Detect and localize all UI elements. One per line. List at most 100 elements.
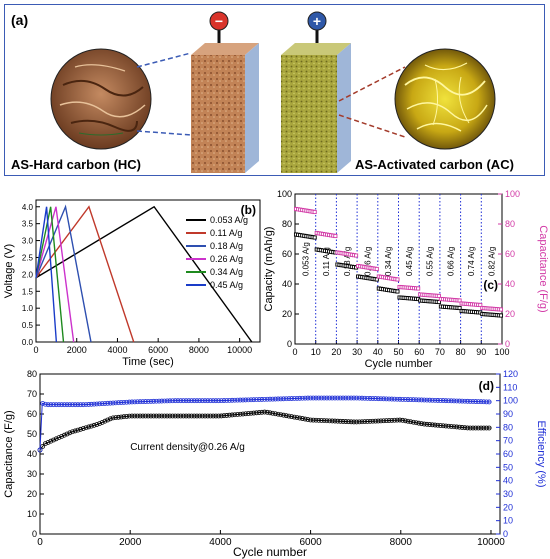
panel-label: (b) (241, 203, 256, 217)
data-point (232, 412, 238, 418)
rate-label: 0.45 A/g (405, 247, 414, 276)
data-point (178, 398, 184, 404)
x-axis-label: Time (sec) (122, 356, 174, 368)
data-point (80, 426, 86, 431)
data-point (248, 410, 254, 416)
data-point (213, 413, 219, 419)
y-tick-label: 60 (282, 249, 292, 259)
data-point (397, 417, 403, 423)
data-point (438, 423, 443, 428)
data-point (83, 402, 89, 408)
data-point (237, 411, 243, 417)
activated-carbon-caption: AS-Activated carbon (AC) (355, 157, 514, 172)
data-point (436, 299, 441, 305)
data-point (102, 401, 108, 406)
y-tick-label: 0.5 (22, 321, 34, 330)
data-point (91, 422, 97, 428)
data-point (254, 397, 259, 403)
panel-label: (d) (479, 379, 494, 393)
y2-tick-label: 60 (505, 249, 515, 259)
data-point (316, 417, 322, 423)
data-point (56, 402, 62, 408)
data-point (478, 302, 483, 308)
y-tick-label: 4.0 (22, 203, 34, 212)
data-point (436, 293, 441, 299)
data-point (105, 400, 111, 406)
data-point (451, 398, 457, 404)
data-point (91, 401, 97, 407)
positive-terminal-icon (307, 11, 327, 31)
rate-label: 0.82 A/g (488, 247, 497, 276)
data-point (327, 418, 332, 424)
data-point (156, 398, 162, 404)
data-point (237, 397, 243, 403)
data-point (75, 402, 81, 408)
data-point (181, 398, 186, 404)
data-point (374, 266, 379, 272)
y2-tick-label: 40 (503, 476, 513, 486)
data-point (145, 399, 151, 404)
y2-tick-label: 80 (505, 219, 515, 229)
data-point (473, 399, 479, 404)
data-point (419, 421, 424, 427)
data-point (121, 399, 127, 405)
data-point (194, 398, 200, 404)
data-point (229, 397, 235, 403)
y2-tick-label: 70 (503, 436, 513, 446)
data-point (454, 424, 460, 430)
data-point (140, 399, 146, 405)
activated-carbon-micrograph (394, 48, 496, 150)
data-point (240, 411, 246, 417)
data-point (186, 413, 192, 419)
data-point (205, 413, 211, 419)
data-point (99, 401, 105, 407)
data-point (383, 418, 389, 424)
data-point (273, 411, 278, 417)
data-point (64, 431, 70, 437)
x-tick-label: 4000 (209, 537, 232, 548)
y2-tick-label: 20 (503, 502, 513, 512)
data-point (300, 395, 305, 401)
data-point (70, 402, 75, 408)
positive-sign: + (313, 13, 321, 29)
data-point (359, 395, 365, 401)
data-point (416, 420, 422, 426)
data-point (294, 415, 300, 421)
legend-label: 0.45 A/g (210, 280, 243, 290)
hard-carbon-caption: AS-Hard carbon (HC) (11, 157, 141, 172)
data-point (121, 414, 127, 420)
data-point (275, 411, 281, 417)
data-point (181, 413, 186, 419)
data-point (400, 417, 405, 423)
data-point (199, 413, 205, 419)
data-point (484, 399, 489, 405)
data-point (313, 417, 319, 423)
y-tick-label: 60 (27, 409, 37, 419)
y-tick-label: 70 (27, 389, 37, 399)
data-point (67, 402, 73, 408)
data-point (335, 395, 341, 401)
data-point (351, 419, 357, 425)
x-tick-label: 30 (352, 347, 362, 357)
data-point (167, 398, 173, 404)
x-tick-label: 90 (476, 347, 486, 357)
y-tick-label: 1.5 (22, 287, 34, 296)
y-tick-label: 40 (282, 279, 292, 289)
data-point (395, 277, 400, 282)
data-point (457, 305, 462, 311)
data-point (116, 400, 121, 406)
data-point (118, 414, 124, 420)
data-point (321, 395, 327, 401)
data-point (475, 425, 481, 431)
data-point (259, 397, 265, 402)
data-point (337, 395, 343, 401)
data-point (264, 396, 270, 402)
y-tick-label: 20 (27, 489, 37, 499)
data-point (319, 418, 324, 423)
data-point (256, 397, 262, 402)
x-tick-label: 0 (33, 345, 38, 355)
data-point (267, 410, 273, 416)
panel-a-label: (a) (11, 12, 28, 28)
data-point (302, 395, 308, 401)
